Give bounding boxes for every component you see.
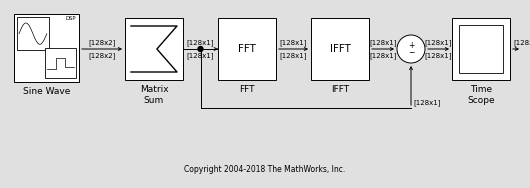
Text: [128x1]: [128x1] — [187, 39, 214, 46]
Bar — [311, 18, 369, 80]
Text: Sine Wave: Sine Wave — [23, 87, 70, 96]
Bar — [14, 14, 79, 82]
Text: [128x1]: [128x1] — [425, 39, 452, 46]
Text: [128x1]: [128x1] — [513, 39, 530, 46]
Text: [128x1]: [128x1] — [187, 52, 214, 59]
Text: FFT: FFT — [239, 85, 255, 94]
Bar — [125, 18, 183, 80]
Text: [128x1]: [128x1] — [425, 52, 452, 59]
Text: [128x1]: [128x1] — [369, 39, 397, 46]
Text: Copyright 2004-2018 The MathWorks, Inc.: Copyright 2004-2018 The MathWorks, Inc. — [184, 165, 346, 174]
Bar — [218, 18, 276, 80]
Bar — [45, 48, 76, 78]
Bar — [452, 18, 510, 80]
Text: [128x1]: [128x1] — [413, 99, 440, 106]
Bar — [17, 17, 49, 50]
Circle shape — [198, 46, 203, 52]
Text: [128x1]: [128x1] — [280, 52, 307, 59]
Text: Matrix
Sum: Matrix Sum — [140, 85, 169, 105]
Text: Time
Scope: Time Scope — [467, 85, 495, 105]
Text: IFFT: IFFT — [331, 85, 349, 94]
Text: [128x2]: [128x2] — [89, 52, 116, 59]
Text: +: + — [408, 42, 414, 51]
Circle shape — [397, 35, 425, 63]
Text: −: − — [408, 49, 414, 58]
Text: IFFT: IFFT — [330, 44, 350, 54]
Text: [128x2]: [128x2] — [89, 39, 116, 46]
Text: FFT: FFT — [238, 44, 256, 54]
Text: [128x1]: [128x1] — [280, 39, 307, 46]
Text: DSP: DSP — [66, 16, 76, 21]
Text: [128x1]: [128x1] — [369, 52, 397, 59]
Bar — [459, 25, 503, 73]
